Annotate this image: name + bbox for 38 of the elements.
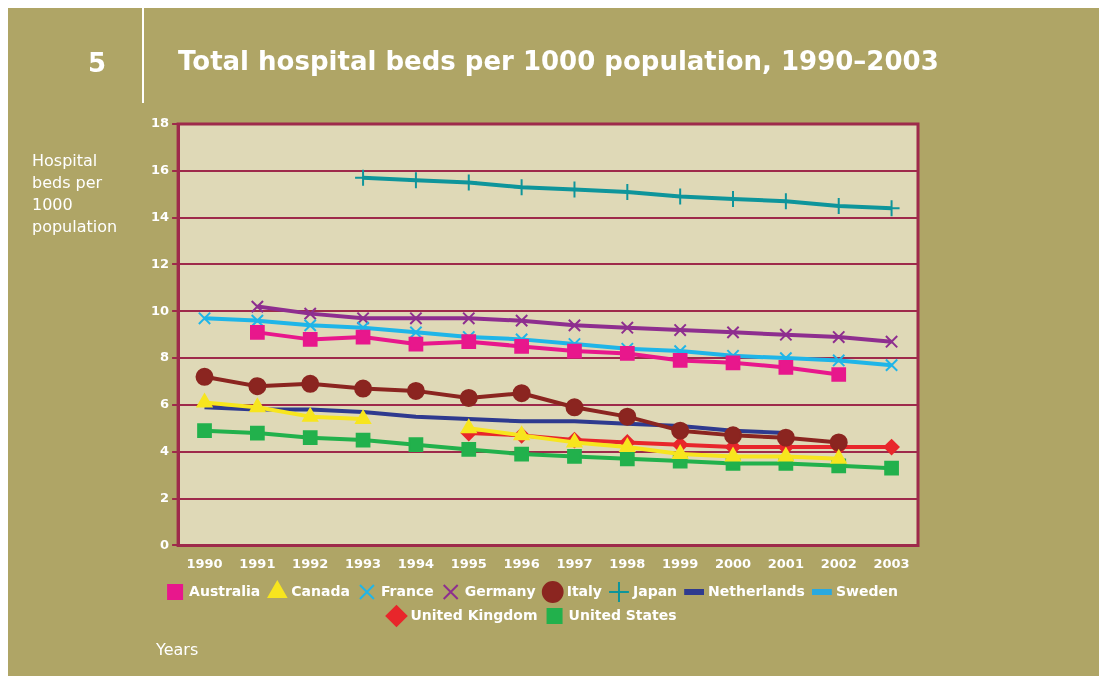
y-tick-label: 18 bbox=[151, 115, 170, 131]
x-tick-label: 1994 bbox=[397, 555, 435, 571]
y-tick-label: 0 bbox=[160, 536, 170, 552]
y-tick-label: 14 bbox=[151, 209, 170, 225]
y-axis-title: Hospital beds per 1000 population bbox=[32, 150, 119, 238]
x-tick-label: 1990 bbox=[186, 555, 223, 571]
x-tick-label: 2000 bbox=[714, 555, 752, 571]
legend-label: Australia bbox=[189, 582, 261, 599]
x-tick-label: 1992 bbox=[292, 555, 329, 571]
legend-label: France bbox=[380, 582, 434, 599]
legend-label: Japan bbox=[631, 582, 678, 599]
x-tick-label: 2002 bbox=[820, 555, 857, 571]
x-tick-label: 2001 bbox=[767, 555, 804, 571]
legend-label: United Kingdom bbox=[410, 606, 538, 623]
x-tick-label: 1996 bbox=[503, 555, 540, 571]
x-tick-label: 1995 bbox=[450, 555, 487, 571]
y-tick-label: 2 bbox=[160, 489, 170, 505]
legend-label: Canada bbox=[291, 582, 350, 599]
x-tick-label: 2003 bbox=[873, 555, 910, 571]
x-tick-label: 1997 bbox=[556, 555, 593, 571]
legend-label: Germany bbox=[464, 582, 536, 599]
y-tick-label: 4 bbox=[160, 443, 170, 459]
y-tick-label: 12 bbox=[151, 255, 170, 271]
legend-label: Italy bbox=[566, 582, 602, 599]
x-axis-title: Years bbox=[156, 640, 199, 659]
legend-label: United States bbox=[568, 606, 677, 623]
y-tick-label: 8 bbox=[160, 349, 170, 365]
x-tick-label: 1991 bbox=[239, 555, 276, 571]
y-tick-label: 16 bbox=[151, 162, 170, 178]
legend-label: Sweden bbox=[835, 582, 898, 599]
x-tick-label: 1999 bbox=[662, 555, 699, 571]
y-tick-label: 10 bbox=[151, 302, 170, 318]
y-tick-label: 6 bbox=[160, 396, 170, 412]
x-tick-label: 1993 bbox=[344, 555, 382, 571]
text: 5 bbox=[88, 48, 107, 78]
x-tick-label: 1998 bbox=[609, 555, 646, 571]
legend-label: Netherlands bbox=[708, 582, 805, 599]
chart-title: Total hospital beds per 1000 population, 1990–2003 bbox=[178, 46, 939, 76]
